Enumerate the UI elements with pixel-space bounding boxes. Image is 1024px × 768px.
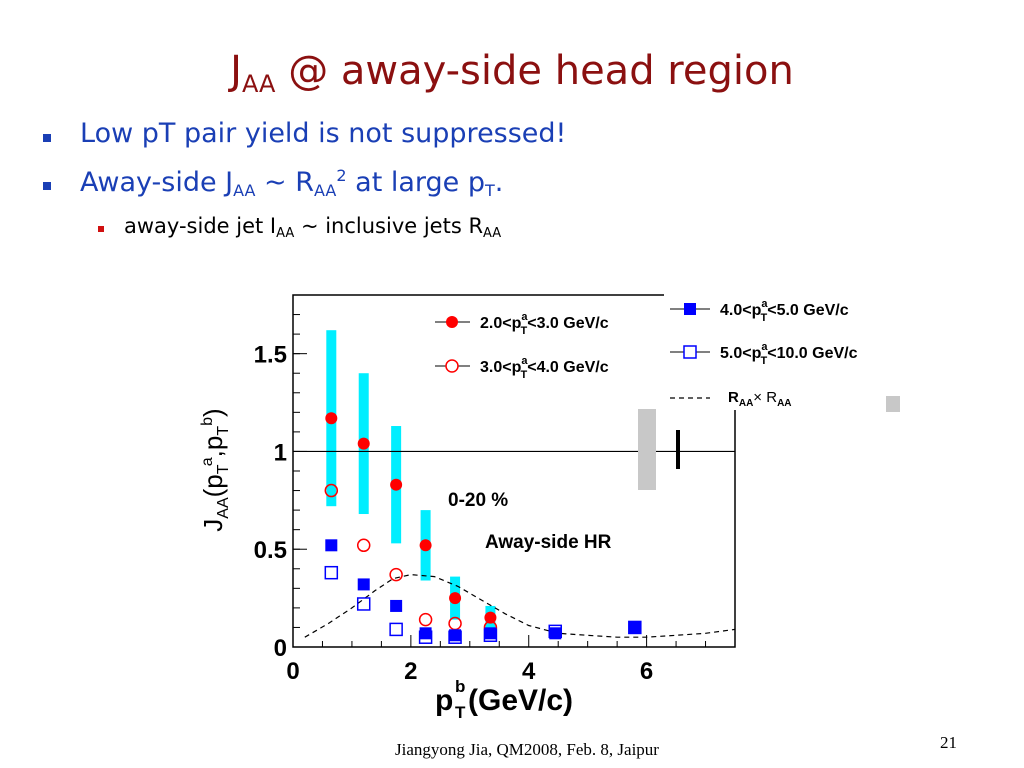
svg-text:JAA(pTa,pTb): JAA(pTa,pTb) [198,408,232,531]
data-point [628,621,641,634]
raa-squared-curve-group [304,573,736,638]
slide-footer: Jiangyong Jia, QM2008, Feb. 8, Jaipur [395,740,659,759]
y-axis-label: JAA(pTa,pTb) [198,408,232,531]
svg-text:4.0<paT<5.0 GeV/c: 4.0<pa T<5.0 GeV/c [720,298,849,324]
legend-right: 4.0<pa T<5.0 GeV/c 5.0<pa T<10.0 GeV/c RAA… [664,280,902,412]
data-point [628,620,642,635]
y-tick-label: 1.5 [254,342,287,369]
legend-gray-swatch [886,396,900,412]
data-point [549,627,562,640]
data-point [325,539,338,552]
slide-page-number: 21 [940,733,957,752]
data-point [357,437,370,450]
data-point [389,622,403,637]
slide-title: JAA @ away-side head region [230,48,794,98]
data-point [448,630,462,644]
svg-text:p: p [435,684,453,717]
svg-text:T: T [455,703,466,720]
jaa-plot: 0 2 4 6 0 0.5 1 1.5 0-20 % Away-side HR p b T … [198,280,902,720]
annotation-region: Away-side HR [485,532,612,553]
y-ticks: 0 0.5 1 1.5 [254,314,307,662]
y-tick-label: 0 [274,635,287,662]
data-point [449,629,462,642]
legend-entry: 5.0<pa T<10.0 GeV/c [670,341,858,367]
x-tick-label: 6 [640,658,653,685]
data-point [484,611,497,624]
bullet-item: Low pT pair yield is not suppressed! [40,118,566,166]
x-axis-label: p b T (GeV/c) [435,677,573,720]
bullet-item: Away-side JAA ~ RAA2 at large pT. [40,166,566,214]
data-points [324,412,642,644]
data-point [390,478,403,491]
svg-text:b: b [455,677,465,696]
svg-text:RAA× RAA: RAA× RAA [728,389,792,409]
data-point [357,578,370,591]
svg-text:2.0<paT<3.0 GeV/c: 2.0<pa T<3.0 GeV/c [480,311,609,337]
normalization-box-gray [638,409,656,490]
data-point [419,627,432,640]
legend-entry: 4.0<pa T<5.0 GeV/c [670,298,849,324]
svg-text:(GeV/c): (GeV/c) [468,684,573,717]
legend-marker [684,303,696,315]
legend-entry: 3.0<pa T<4.0 GeV/c [435,355,609,381]
legend-marker [445,359,459,373]
svg-text:3.0<paT<4.0 GeV/c: 3.0<pa T<4.0 GeV/c [480,355,609,381]
data-point [390,599,403,612]
y-tick-label: 0.5 [254,537,287,564]
x-tick-label: 2 [404,658,417,685]
data-point [324,483,339,498]
data-point [356,597,371,611]
legend-entry: 2.0<pa T<3.0 GeV/c [435,311,609,337]
legend-marker [446,316,458,328]
data-point [483,628,498,643]
data-point [418,630,433,644]
sub-bullet-item: away-side jet IAA ~ inclusive jets RAA [40,214,566,248]
data-point [324,565,339,580]
data-point [548,624,563,639]
bullet-list: Low pT pair yield is not suppressed! Awa… [40,118,566,248]
x-ticks: 0 2 4 6 [286,635,707,685]
legend-entry: RAA× RAA [670,389,792,409]
svg-text:5.0<paT<10.0 GeV/c: 5.0<pa T<10.0 GeV/c [720,341,858,367]
data-point [419,539,432,552]
raa-squared-curve [304,573,736,638]
annotation-centrality: 0-20 % [448,490,508,511]
data-point [449,592,462,605]
data-point [389,567,403,582]
data-point [356,538,371,553]
x-tick-label: 4 [522,658,536,685]
data-point [325,412,338,425]
legend-marker [683,345,697,359]
data-point [418,612,433,627]
y-tick-label: 1 [274,439,287,466]
legend-left: 2.0<pa T<3.0 GeV/c 3.0<pa T<4.0 GeV/c [422,300,660,382]
data-point [484,627,497,640]
x-tick-label: 0 [286,658,299,685]
